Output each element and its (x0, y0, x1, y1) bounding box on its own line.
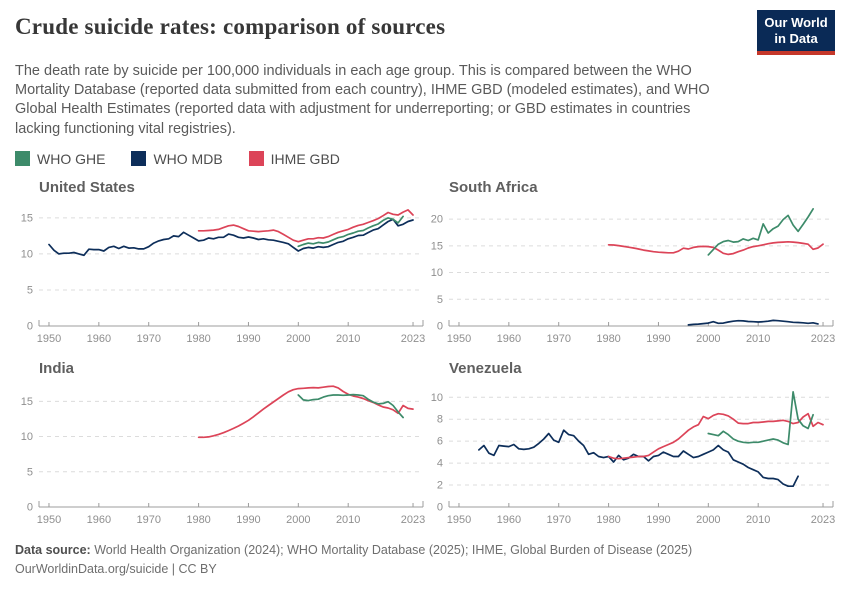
legend-swatch-icon (15, 151, 30, 167)
owid-logo-line1: Our World (764, 15, 828, 30)
svg-text:1980: 1980 (596, 333, 620, 345)
license-line: OurWorldinData.org/suicide | CC BY (15, 560, 835, 579)
svg-text:1950: 1950 (37, 514, 61, 526)
svg-text:15: 15 (21, 396, 33, 408)
svg-text:2010: 2010 (336, 333, 360, 345)
legend-label: IHME GBD (270, 150, 340, 167)
svg-text:10: 10 (21, 431, 33, 443)
svg-text:1970: 1970 (136, 333, 160, 345)
line-chart-united-states: 0 5 10 15 1950 1960 1970 1980 1990 2000 2010 2023 (21, 208, 425, 345)
svg-text:0: 0 (437, 320, 443, 332)
svg-text:1990: 1990 (236, 333, 260, 345)
data-source-label: Data source: (15, 542, 91, 557)
svg-text:2000: 2000 (696, 333, 720, 345)
svg-text:2023: 2023 (401, 333, 425, 345)
svg-text:0: 0 (27, 320, 33, 332)
charts-grid: United States 0 5 10 15 1950 1960 1970 1980 1990… (15, 171, 836, 533)
svg-text:1950: 1950 (37, 333, 61, 345)
svg-text:1960: 1960 (497, 333, 521, 345)
svg-text:2: 2 (437, 479, 443, 491)
chart-subtitle: The death rate by suicide per 100,000 in… (15, 63, 710, 137)
svg-text:10: 10 (431, 267, 443, 279)
owid-logo[interactable]: Our World in Data (757, 10, 835, 55)
legend-swatch-icon (131, 151, 147, 167)
svg-text:1980: 1980 (186, 514, 210, 526)
svg-text:1990: 1990 (236, 514, 260, 526)
svg-text:1960: 1960 (87, 333, 111, 345)
line-chart-south-africa: 0 5 10 15 20 1950 1960 1970 1980 1990 2000 2010 2023 (431, 207, 835, 345)
svg-text:5: 5 (27, 284, 33, 296)
svg-text:5: 5 (437, 294, 443, 306)
svg-text:1980: 1980 (186, 333, 210, 345)
svg-text:1950: 1950 (447, 333, 471, 345)
svg-text:2010: 2010 (746, 333, 770, 345)
owid-suicide-link[interactable]: OurWorldinData.org/suicide (15, 561, 169, 576)
svg-text:5: 5 (27, 466, 33, 478)
legend-item-who-mdb[interactable]: WHO MDB (131, 150, 223, 167)
svg-text:1970: 1970 (546, 514, 570, 526)
page-title: Crude suicide rates: comparison of sourc… (15, 14, 446, 39)
chart-title-venezuela: Venezuela (449, 359, 522, 377)
license-text: | CC BY (168, 561, 217, 576)
chart-panel-india: India 0 5 10 15 1950 1960 1970 1980 1990 2000 2010… (15, 352, 426, 533)
svg-text:2000: 2000 (696, 514, 720, 526)
svg-text:2023: 2023 (811, 514, 835, 526)
legend-swatch-icon (248, 151, 264, 167)
svg-text:1990: 1990 (646, 514, 670, 526)
svg-text:2010: 2010 (746, 514, 770, 526)
svg-text:2000: 2000 (286, 514, 310, 526)
footer: Data source: World Health Organization (… (15, 541, 835, 579)
svg-text:2023: 2023 (401, 514, 425, 526)
chart-panel-united-states: United States 0 5 10 15 1950 1960 1970 1980 1990… (15, 171, 426, 352)
svg-text:2010: 2010 (336, 514, 360, 526)
chart-panel-venezuela: Venezuela 0 2 4 6 8 10 1950 1960 1970 1980 1990 200… (425, 352, 836, 533)
owid-logo-line2: in Data (774, 31, 818, 46)
svg-text:1960: 1960 (497, 514, 521, 526)
svg-text:15: 15 (21, 212, 33, 224)
legend-label: WHO GHE (37, 150, 106, 167)
svg-text:10: 10 (431, 392, 443, 404)
svg-text:0: 0 (27, 501, 33, 513)
legend-label: WHO MDB (153, 150, 223, 167)
svg-text:1980: 1980 (596, 514, 620, 526)
svg-text:2023: 2023 (811, 333, 835, 345)
svg-text:1990: 1990 (646, 333, 670, 345)
line-chart-india: 0 5 10 15 1950 1960 1970 1980 1990 2000 2010 2023 (21, 385, 425, 526)
legend-item-ihme-gbd[interactable]: IHME GBD (248, 150, 340, 167)
svg-text:10: 10 (21, 248, 33, 260)
line-chart-venezuela: 0 2 4 6 8 10 1950 1960 1970 1980 1990 2000 2010 2023 (431, 390, 835, 526)
svg-text:1970: 1970 (136, 514, 160, 526)
svg-text:15: 15 (431, 240, 443, 252)
chart-title-india: India (39, 359, 75, 377)
svg-text:1970: 1970 (546, 333, 570, 345)
svg-text:0: 0 (437, 501, 443, 513)
svg-text:20: 20 (431, 213, 443, 225)
chart-panel-south-africa: South Africa 0 5 10 15 20 1950 1960 1970 1980 199… (425, 171, 836, 352)
svg-text:1950: 1950 (447, 514, 471, 526)
svg-text:4: 4 (437, 457, 443, 469)
chart-title-united-states: United States (39, 178, 135, 196)
data-source-text: World Health Organization (2024); WHO Mo… (90, 542, 693, 557)
svg-text:2000: 2000 (286, 333, 310, 345)
chart-title-south-africa: South Africa (449, 178, 538, 196)
svg-text:8: 8 (437, 414, 443, 426)
data-source-line: Data source: World Health Organization (… (15, 541, 835, 560)
legend-item-who-ghe[interactable]: WHO GHE (15, 151, 105, 167)
svg-text:6: 6 (437, 435, 443, 447)
legend: WHO GHE WHO MDB IHME GBD (15, 151, 835, 167)
header: Crude suicide rates: comparison of sourc… (15, 10, 835, 55)
svg-text:1960: 1960 (87, 514, 111, 526)
